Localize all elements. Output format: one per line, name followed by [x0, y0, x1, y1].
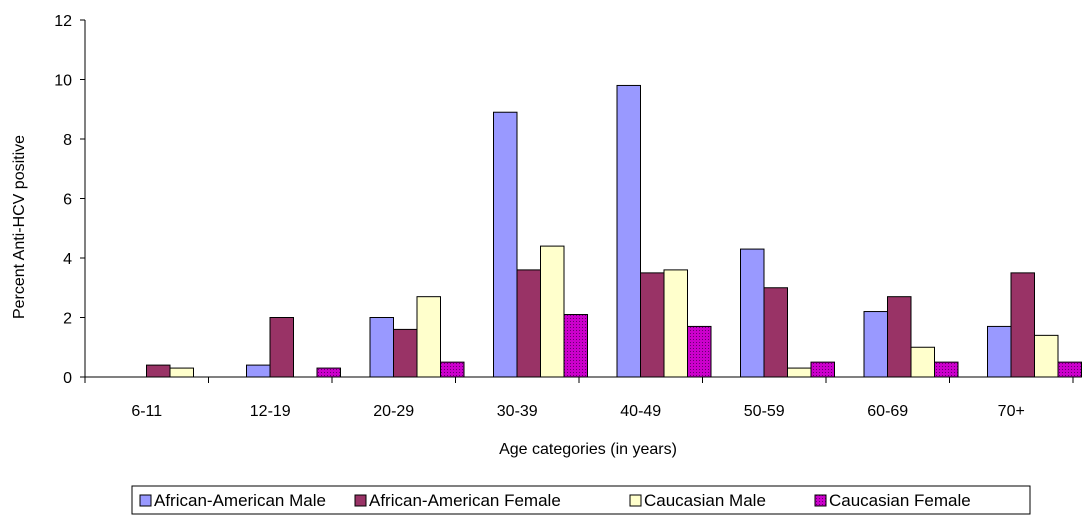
legend-box: [131, 485, 1031, 515]
bar-caucasian-female-60-69: [934, 361, 959, 378]
legend-swatch: [139, 494, 152, 507]
bar-caucasian-female-30-39: [563, 314, 588, 378]
bar-caucasian-male-50-59: [787, 367, 812, 378]
bar-african-american-male-60-69: [863, 311, 888, 378]
bar-african-american-female-6-11: [146, 364, 171, 378]
bar-caucasian-female-70+: [1057, 361, 1082, 378]
bar-caucasian-female-40-49: [687, 325, 712, 378]
x-tick-label: 20-29: [373, 403, 414, 420]
y-tick-label: 4: [63, 251, 72, 268]
bar-caucasian-male-70+: [1034, 334, 1059, 378]
bar-caucasian-male-20-29: [416, 296, 441, 378]
x-tick-label: 70+: [998, 403, 1025, 420]
legend-label: Caucasian Female: [829, 491, 971, 510]
y-tick-label: 10: [54, 73, 72, 90]
legend: African-American Male African-American Fe…: [131, 485, 1031, 515]
legend-swatch: [354, 494, 367, 507]
plot-area: 0 2 4 6 8 10 12 6-11 12-19 20-29 30-39 40-49 50-59 60…: [54, 13, 1082, 420]
legend-label: Caucasian Male: [644, 491, 766, 510]
x-tick-label: 30-39: [497, 403, 538, 420]
x-tick-label: 60-69: [867, 403, 908, 420]
x-tick-label: 40-49: [620, 403, 661, 420]
bar-caucasian-female-50-59: [810, 361, 835, 378]
bar-african-american-female-40-49: [640, 272, 665, 378]
bar-african-american-female-60-69: [887, 296, 912, 378]
bar-caucasian-male-60-69: [910, 346, 935, 378]
legend-swatch: [629, 494, 642, 507]
bar-african-american-male-40-49: [616, 84, 641, 378]
x-tick-label: 50-59: [744, 403, 785, 420]
bar-african-american-female-70+: [1010, 272, 1035, 378]
bar-african-american-female-30-39: [516, 269, 541, 378]
legend-label: African-American Female: [369, 491, 561, 510]
y-tick-label: 0: [63, 370, 72, 387]
bar-african-american-male-30-39: [493, 111, 518, 378]
y-tick-label: 6: [63, 192, 72, 209]
x-tick-label: 12-19: [250, 403, 291, 420]
y-axis-title: Percent Anti-HCV positive: [11, 135, 28, 319]
bar-african-american-male-12-19: [246, 364, 271, 378]
x-axis-title: Age categories (in years): [499, 441, 677, 458]
bar-caucasian-female-20-29: [440, 361, 465, 378]
bar-african-american-male-20-29: [369, 317, 394, 378]
y-tick-label: 12: [54, 13, 72, 30]
bar-african-american-female-50-59: [763, 287, 788, 378]
bar-caucasian-female-12-19: [316, 367, 341, 378]
bar-african-american-male-70+: [987, 325, 1012, 378]
legend-label: African-American Male: [154, 491, 326, 510]
x-tick-label: 6-11: [131, 403, 162, 420]
bar-caucasian-male-6-11: [169, 367, 194, 378]
bar-caucasian-male-40-49: [663, 269, 688, 378]
bar-african-american-female-20-29: [393, 328, 418, 378]
bar-african-american-female-12-19: [269, 317, 294, 378]
bar-caucasian-male-30-39: [540, 245, 565, 378]
bar-african-american-male-50-59: [740, 248, 765, 378]
legend-swatch: [814, 494, 827, 507]
y-tick-label: 8: [63, 132, 72, 149]
y-tick-label: 2: [63, 311, 72, 328]
